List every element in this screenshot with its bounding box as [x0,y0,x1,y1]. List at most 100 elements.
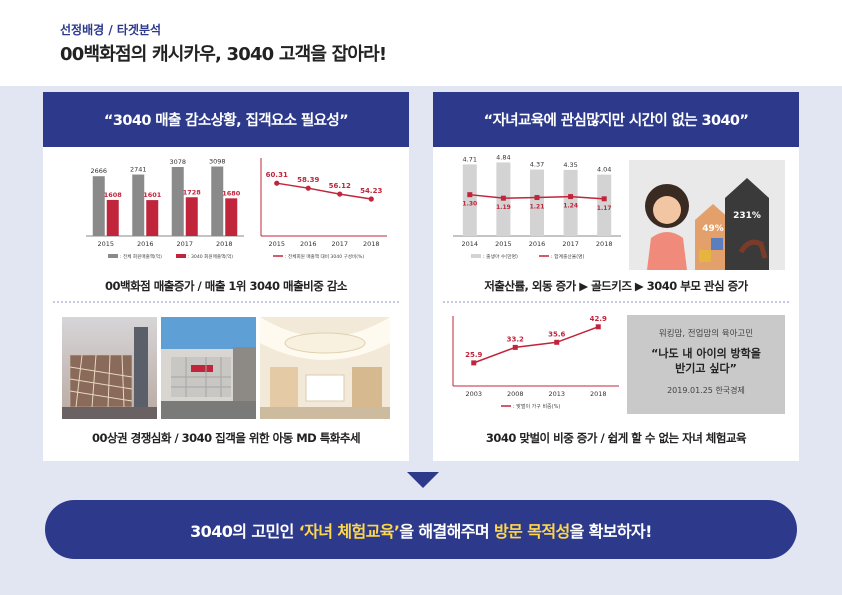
x-tick-label: 2018 [590,390,607,398]
data-point [554,339,560,345]
data-point [274,180,280,186]
data-point [368,196,374,202]
bar [225,198,238,236]
left-panel-heading: “3040 매출 감소상황, 집객요소 필요성” [43,92,409,147]
news-date: 2019.01.25 한국경제 [667,386,745,395]
banner-text-1: 3040의 고민인 [190,521,299,541]
data-label: 1.24 [563,203,578,210]
child-illustration: 49% 231% [629,160,785,270]
left-panel: “3040 매출 감소상황, 집객요소 필요성” 2666 1608 2015 274… [43,92,409,461]
data-label: 3078 [169,158,186,166]
x-tick-label: 2015 [495,240,512,248]
data-label: 4.35 [563,161,577,169]
data-point [601,196,607,202]
down-arrow-icon [407,472,439,488]
data-label: 2741 [130,166,147,174]
x-tick-label: 2017 [176,240,193,248]
legend-label: : 합계출산율(명) [551,253,584,260]
series-line [473,326,599,364]
bar [185,197,198,236]
series-line [276,182,372,200]
data-label: 25.9 [465,351,482,359]
section-subtitle: 선정배경 / 타겟분석 [60,23,162,37]
data-label: 1.17 [597,205,612,212]
bar [171,166,184,236]
right-panel: “자녀교육에 관심많지만 시간이 없는 3040” 4.71 2014 4.84 20… [433,92,799,461]
data-label: 4.37 [530,161,544,169]
divider [53,301,399,303]
x-tick-label: 2017 [562,240,579,248]
x-tick-label: 2008 [507,390,524,398]
member-sales-bar-chart: 2666 1608 2015 2741 1601 2016 3078 1728 2017 3098… [86,158,244,260]
data-label: 60.31 [266,171,288,179]
dual-income-line-chart: 25.9 2003 33.2 2008 35.6 2013 42.9 2018: 맞벌이 가구… [452,315,619,410]
data-label: 3098 [209,158,226,166]
data-label: 58.39 [297,176,319,184]
banner-text-2: 을 해결해주며 [399,521,495,541]
banner-text-3: 을 확보하자! [569,521,653,541]
data-point [568,194,574,200]
data-point [471,360,477,366]
birth-rate-chart: 4.71 2014 4.84 2015 4.37 2016 4.35 2017 4.04 2018… [453,154,621,260]
x-tick-label: 2016 [137,240,154,248]
bar [530,169,544,236]
x-tick-label: 2003 [465,390,482,398]
x-tick-label: 2018 [363,240,380,248]
data-label: 1601 [143,191,162,199]
bar [211,166,224,236]
legend-swatch [108,254,118,258]
department-store-building-photo [62,317,157,419]
data-label: 1680 [222,189,241,197]
x-tick-label: 2014 [462,240,479,248]
bar [146,200,159,236]
right-panel-heading: “자녀교육에 관심많지만 시간이 없는 3040” [433,92,799,147]
data-point [512,344,518,350]
news-source: 워킹맘, 전업맘의 육아고민 [658,329,754,339]
right-caption-1: 저출산률, 외동 증가 ▶ 골드키즈 ▶ 3040 부모 관심 증가 [484,279,748,293]
data-label: 42.9 [590,315,607,323]
legend-label: : 전체회원 매출액 대비 3040 구성비(%) [285,253,364,260]
bar [132,174,145,236]
store-street-photo [161,317,256,419]
data-point [595,324,601,330]
x-tick-label: 2013 [548,390,565,398]
data-point [305,185,311,191]
3040-share-line-chart: 60.31 2015 58.39 2016 56.12 2017 54.23 2018: 전체… [260,158,387,260]
x-tick-label: 2016 [529,240,546,248]
bar [462,164,477,236]
conclusion-banner: 3040의 고민인 ‘자녀 체험교육’ 을 해결해주며 방문 목적성 을 확보하… [45,500,797,559]
x-tick-label: 2018 [596,240,613,248]
kids-store-interior-photo [260,317,390,419]
data-point [534,195,540,201]
data-label: 56.12 [329,182,351,190]
data-label: 4.84 [496,154,510,161]
data-label: 4.71 [463,155,477,163]
data-label: 1.19 [496,204,511,211]
bar [563,169,578,236]
x-tick-label: 2015 [268,240,285,248]
data-label: 2666 [90,167,107,175]
banner-highlight-1: ‘자녀 체험교육’ [298,521,400,541]
data-label: 1728 [183,188,202,196]
data-point [467,192,473,198]
legend-swatch [176,254,186,258]
legend-label: : 3040 회원매출액(억) [188,253,233,260]
legend-label: : 전체 회원매출액(억) [120,253,162,260]
news-quote: “나도 내 아이의 방학을 반기고 싶다” [651,347,761,375]
legend-swatch [471,254,481,258]
x-tick-label: 2016 [300,240,317,248]
banner-highlight-2: 방문 목적성 [494,521,570,541]
bar [92,176,105,236]
data-label: 35.6 [548,330,565,338]
data-label: 33.2 [507,335,524,343]
legend-label: : 출생아 수(만명) [483,253,518,260]
illustration-value-2: 231% [733,211,761,221]
right-caption-2: 3040 맞벌이 비중 증가 / 쉽게 할 수 없는 자녀 체험교육 [485,431,747,445]
x-tick-label: 2018 [216,240,233,248]
x-tick-label: 2017 [331,240,348,248]
data-label: 1608 [104,191,123,199]
left-caption-2: 00상권 경쟁심화 / 3040 집객을 위한 아동 MD 특화추세 [91,431,361,445]
bar [106,199,119,236]
data-label: 1.21 [530,204,545,211]
